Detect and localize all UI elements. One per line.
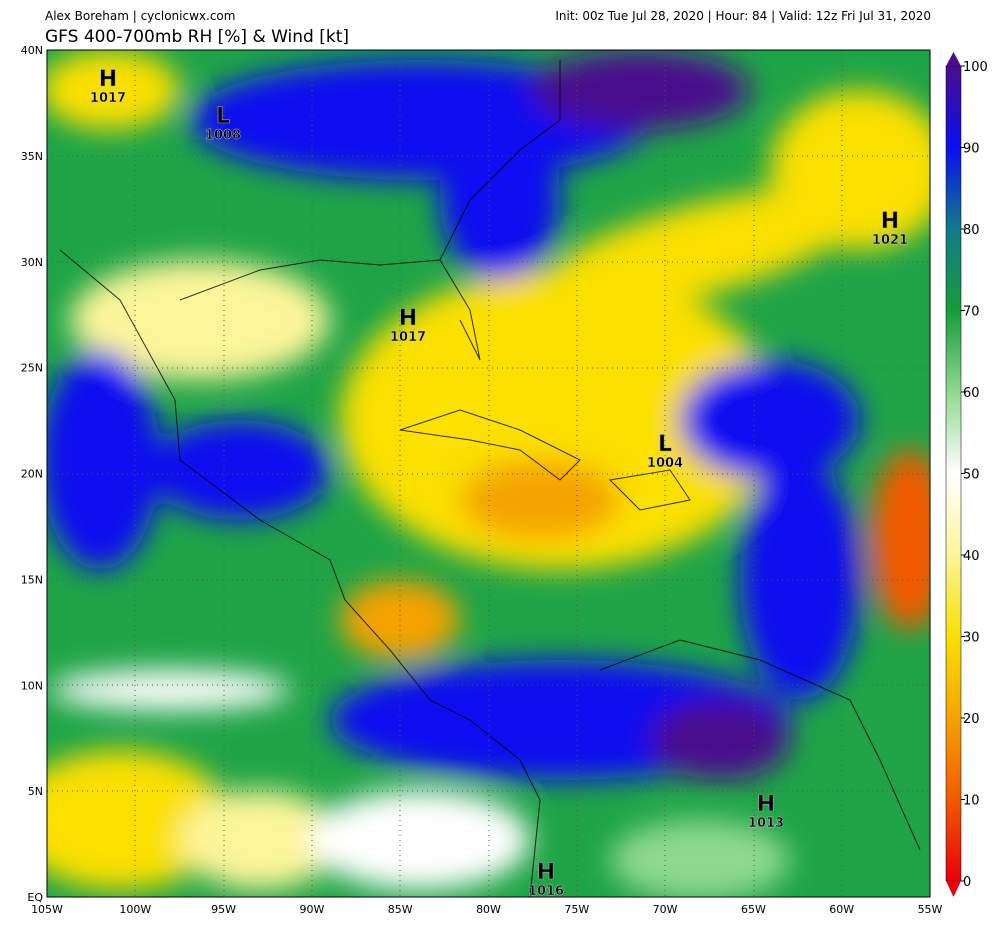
colorbar-tick-label: 40 <box>963 549 980 564</box>
rh-field <box>47 50 930 897</box>
lat-label: 25N <box>21 362 43 375</box>
lat-label: 5N <box>28 785 43 798</box>
system-letter: H <box>881 209 899 234</box>
lat-label: 10N <box>21 679 43 692</box>
lon-label: 90W <box>299 903 324 916</box>
map-frame <box>46 49 931 898</box>
colorbar-tick-label: 60 <box>963 386 980 401</box>
system-letter: H <box>399 306 417 331</box>
colorbar: 0 10 20 30 40 50 60 70 80 90 100 <box>945 52 988 897</box>
lat-label: 15N <box>21 573 43 586</box>
lat-label: 35N <box>21 150 43 163</box>
colorbar-tick-label: 100 <box>963 60 988 75</box>
colorbar-tick-label: 70 <box>963 305 980 320</box>
lon-label: 55W <box>918 903 943 916</box>
system-letter: H <box>99 67 117 92</box>
lon-label: 80W <box>476 903 501 916</box>
system-pressure: 1017 <box>390 330 426 345</box>
lon-label: 75W <box>564 903 589 916</box>
lat-label: 30N <box>21 256 43 269</box>
lon-label: 95W <box>211 903 236 916</box>
title: GFS 400-700mb RH [%] & Wind [kt] <box>45 27 349 47</box>
system-pressure: 1008 <box>205 128 241 143</box>
system-letter: H <box>757 792 775 817</box>
system-letter: L <box>658 432 672 457</box>
system-letter: H <box>537 860 555 885</box>
lon-label: 85W <box>388 903 413 916</box>
colorbar-tick-label: 30 <box>963 631 980 646</box>
lon-label: 105W <box>31 903 63 916</box>
lon-label: 70W <box>653 903 678 916</box>
colorbar-tick-label: 80 <box>963 223 980 238</box>
system-pressure: 1021 <box>872 233 908 248</box>
system-pressure: 1016 <box>528 884 564 899</box>
system-letter: L <box>216 104 230 129</box>
lat-label: 40N <box>21 44 43 57</box>
colorbar-tick-label: 10 <box>963 794 980 809</box>
system-pressure: 1004 <box>647 456 683 471</box>
colorbar-tick-label: 50 <box>963 468 980 483</box>
lat-label: EQ <box>27 891 43 904</box>
lat-label: 20N <box>21 468 43 481</box>
credit: Alex Boreham | cyclonicwx.com <box>45 9 235 23</box>
run-info: Init: 00z Tue Jul 28, 2020 | Hour: 84 | … <box>555 9 931 23</box>
lon-label: 100W <box>119 903 151 916</box>
system-pressure: 1017 <box>90 91 126 106</box>
colorbar-tick-label: 90 <box>963 142 980 157</box>
lon-label: 60W <box>829 903 854 916</box>
colorbar-tick-label: 20 <box>963 712 980 727</box>
lon-label: 65W <box>741 903 766 916</box>
colorbar-tick-label: 0 <box>963 875 971 890</box>
system-pressure: 1013 <box>748 816 784 831</box>
